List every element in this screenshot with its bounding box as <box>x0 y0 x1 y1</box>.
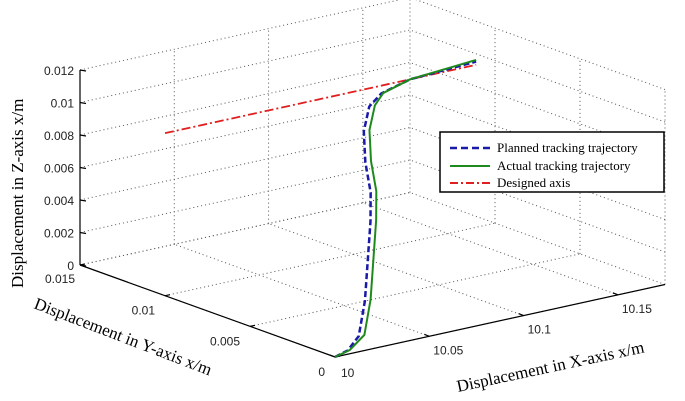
axes <box>79 69 666 358</box>
z-tick-mark <box>79 101 87 105</box>
grid-line-back-z <box>79 62 411 136</box>
grid-line-floor-y <box>164 222 496 297</box>
x-axis-label: Displacement in X-axis x/m <box>455 338 646 396</box>
grid-line-side-z <box>415 0 666 90</box>
y-tick-label: 0.015 <box>45 272 75 286</box>
x-tick-mark <box>612 292 619 296</box>
z-tick-label: 0.012 <box>44 64 74 78</box>
x-tick-label: 10.05 <box>433 343 463 357</box>
x-tick-mark <box>518 313 524 317</box>
y-axis-label: Displacement in Y-axis x/m <box>32 294 215 379</box>
series-actual-tracking-trajectory <box>334 58 477 358</box>
z-tick-mark <box>79 199 87 202</box>
y-axis-line <box>79 264 336 358</box>
x-tick-label: 10.15 <box>622 302 652 316</box>
z-tick-label: 0.008 <box>44 129 74 143</box>
grid-lines <box>79 0 666 358</box>
y-tick-label: 0.005 <box>210 334 240 348</box>
z-tick-mark <box>79 134 87 137</box>
z-tick-label: 0.004 <box>44 194 74 208</box>
x-tick-mark <box>424 333 430 337</box>
y-tick-mark <box>164 294 171 297</box>
legend-label-planned: Planned tracking trajectory <box>497 140 638 155</box>
x-axis-line <box>334 283 666 358</box>
grid-line-back-z <box>79 0 401 71</box>
grid-line-back-z <box>79 127 411 201</box>
grid-line-floor-x <box>268 223 524 317</box>
z-tick-label: 0 <box>67 259 74 273</box>
z-tick-mark <box>79 69 87 72</box>
y-tick-label: 0.01 <box>132 304 156 318</box>
series-planned-tracking-trajectory <box>334 60 477 359</box>
y-tick-mark <box>79 263 86 266</box>
z-tick-label: 0.002 <box>44 227 74 241</box>
series-designed-axis <box>164 63 477 135</box>
tick-labels: 0 0.002 0.004 0.006 0.008 0.01 0.012 0 0.005 0.01… <box>44 64 652 380</box>
legend-label-designed: Designed axis <box>497 175 570 190</box>
grid-line-back-z <box>79 159 411 233</box>
y-tick-mark <box>249 324 256 327</box>
grid-line-back-z <box>79 94 411 168</box>
x-tick-mark <box>329 354 336 358</box>
x-tick-label: 10 <box>341 366 355 380</box>
legend: Planned tracking trajectory Actual track… <box>439 131 665 193</box>
grid-line-back-z <box>79 29 411 103</box>
legend-label-actual: Actual tracking trajectory <box>497 158 631 173</box>
series-lines <box>164 58 477 359</box>
z-tick-mark <box>79 166 87 170</box>
grid-line-floor-y <box>249 253 581 327</box>
grid-line-floor-x <box>174 243 430 337</box>
grid-line-back-z <box>79 192 411 266</box>
z-tick-label: 0.006 <box>44 162 74 176</box>
z-axis-label: Displacement in Z-axis x/m <box>8 99 27 288</box>
z-tick-mark <box>79 231 87 235</box>
y-tick-label: 0 <box>318 365 325 379</box>
z-tick-label: 0.01 <box>51 97 75 111</box>
x-tick-label: 10.1 <box>528 323 552 337</box>
